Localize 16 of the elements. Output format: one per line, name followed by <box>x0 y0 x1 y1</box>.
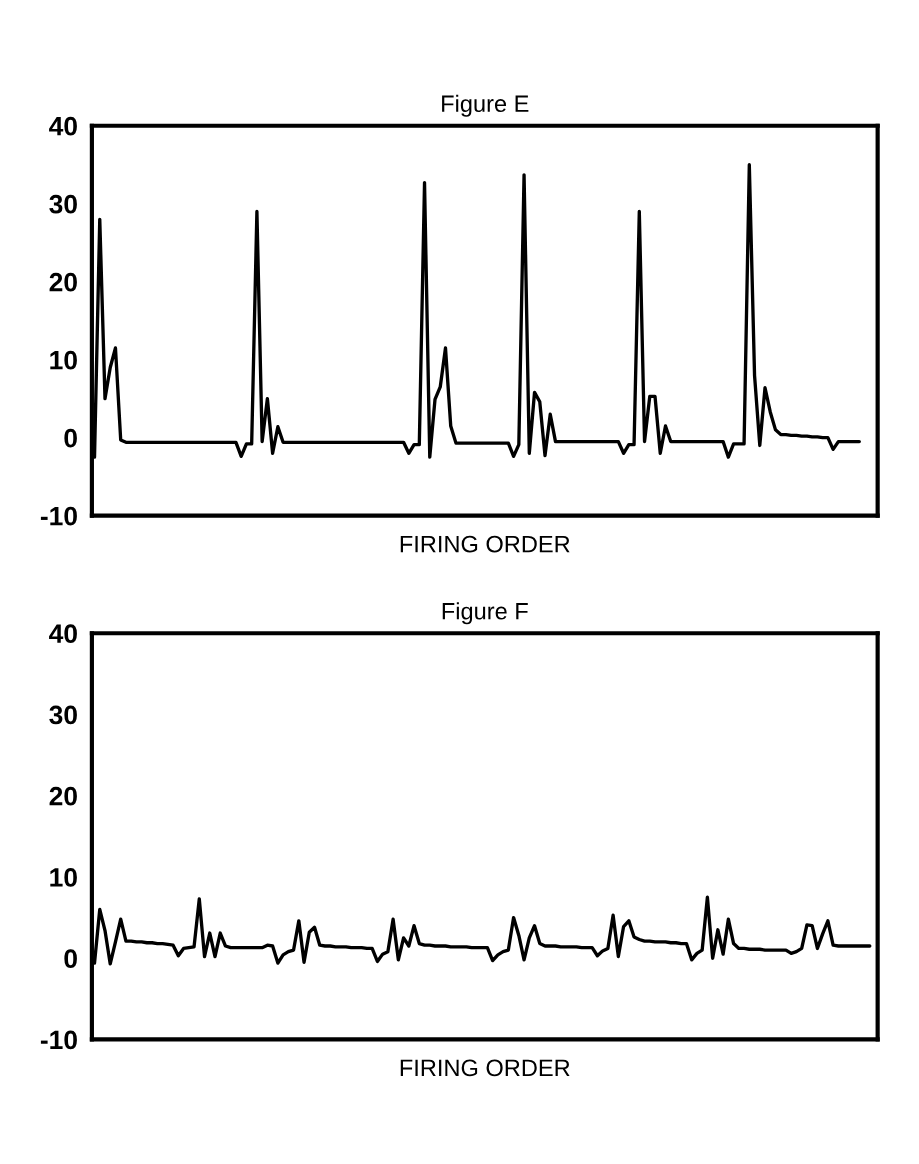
y-tick-label: 10 <box>50 350 77 370</box>
y-tick-label: 30 <box>49 705 77 725</box>
x-axis-title: FIRING ORDER <box>400 535 570 553</box>
chart-title: Figure F <box>442 602 528 625</box>
y-tick-label: -10 <box>40 506 77 526</box>
y-tick-label: 0 <box>64 428 77 448</box>
y-tick-label: 0 <box>64 949 77 969</box>
y-tick-label: -10 <box>40 1030 77 1050</box>
y-tick-label: 20 <box>49 786 77 806</box>
y-tick-label: 40 <box>49 624 77 644</box>
y-tick-label: 10 <box>50 868 77 887</box>
chart-title: Figure E <box>442 94 529 117</box>
y-tick-label: 20 <box>49 272 77 292</box>
y-tick-label: 30 <box>49 194 77 214</box>
y-tick-label: 40 <box>49 116 77 136</box>
x-axis-title: FIRING ORDER <box>400 1059 570 1077</box>
